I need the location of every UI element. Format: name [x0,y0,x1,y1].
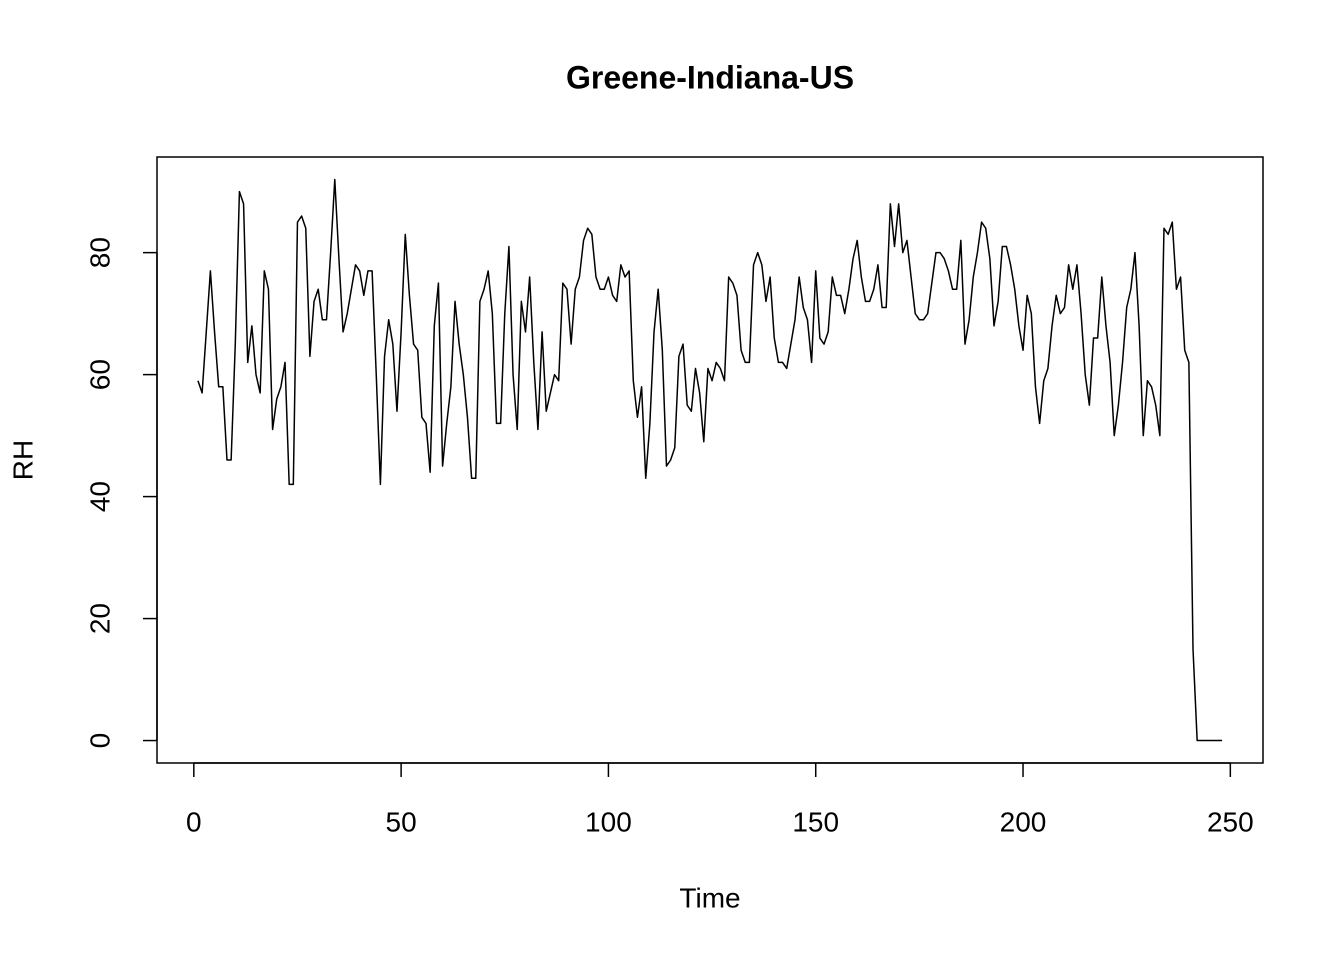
x-tick-label: 100 [585,806,632,837]
x-tick-label: 150 [792,806,839,837]
chart-title: Greene-Indiana-US [566,59,854,95]
y-tick-label: 20 [84,603,115,634]
x-tick-label: 50 [386,806,417,837]
x-axis-title: Time [679,882,740,913]
x-tick-label: 250 [1207,806,1254,837]
data-line [197,178,1223,742]
y-tick-label: 80 [84,237,115,268]
y-tick-label: 0 [84,733,115,749]
x-tick-label: 0 [186,806,202,837]
y-tick-label: 40 [84,481,115,512]
x-tick-label: 200 [1000,806,1047,837]
y-axis-title: RH [7,440,38,480]
y-tick-label: 60 [84,359,115,390]
